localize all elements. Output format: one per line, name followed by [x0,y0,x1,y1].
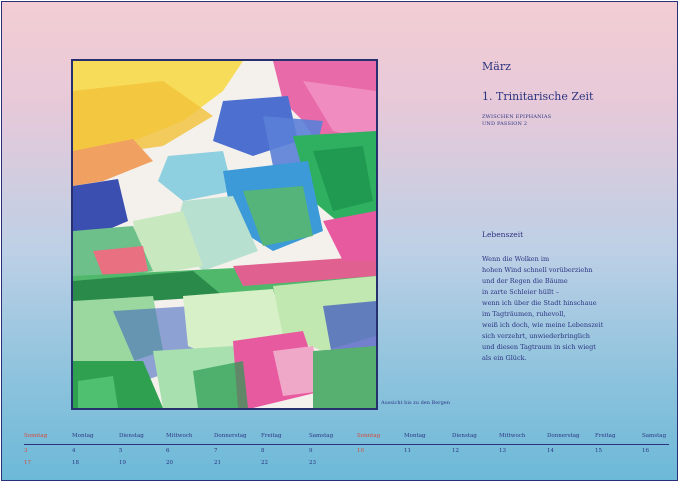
calendar-grid: Sonntag Montag Dienstag Mittwoch Donners… [24,433,669,473]
day-number: 14 [547,448,554,454]
weekday-label: Mittwoch [166,433,193,439]
poem-line: weiß ich doch, wie meine Lebenszeit [482,321,604,329]
season-subtitle: ZWISCHEN EPIPHANIAS UND PASSION 2 [482,114,551,128]
season-title: 1. Trinitarische Zeit [482,90,594,103]
day-number: 4 [72,448,76,454]
day-number: 22 [261,460,268,466]
weekday-label: Donnerstag [214,433,247,439]
weekday-label: Samstag [309,433,334,439]
weekday-label: Donnerstag [547,433,580,439]
poem-text: Wenn die Wolken im hohen Wind schnell vo… [482,254,662,364]
artwork-painting [71,59,378,410]
day-number: 15 [595,448,602,454]
day-number: 9 [309,448,313,454]
day-number: 23 [309,460,316,466]
weekday-label: Sonntag [357,433,381,439]
poem-line: hohen Wind schnell vorüberziehn [482,266,593,274]
day-number: 19 [119,460,126,466]
poem-line: sich verzehrt, unwiederbringlich [482,332,590,340]
subtitle-line-1: ZWISCHEN EPIPHANIAS [482,114,552,120]
poem-line: Wenn die Wolken im [482,255,550,263]
day-number: 12 [452,448,459,454]
day-number: 18 [72,460,79,466]
day-number: 11 [404,448,411,454]
day-number: 5 [119,448,123,454]
poem-line: und diesen Tagtraum in sich wiegt [482,343,596,351]
day-number: 17 [24,460,31,466]
weekday-label: Montag [72,433,94,439]
day-number: 13 [499,448,506,454]
month-title: März [482,60,511,73]
weekday-label: Dienstag [119,433,144,439]
watercolor-image [73,61,376,408]
poem-line: wenn ich über die Stadt hinschaue [482,299,597,307]
day-number: 10 [357,448,364,454]
subtitle-line-2: UND PASSION 2 [482,121,528,127]
poem-line: als ein Glück. [482,354,527,362]
artwork-caption: Aussicht bis zu den Bergen [381,400,450,406]
day-number: 7 [214,448,218,454]
weekday-label: Freitag [261,433,282,439]
weekday-label: Samstag [642,433,667,439]
poem-line: im Tagträumen, ruhevoll, [482,310,566,318]
weekday-label: Freitag [595,433,616,439]
day-number: 3 [24,448,28,454]
day-number: 6 [166,448,170,454]
weekday-label: Mittwoch [499,433,526,439]
poem-title: Lebenszeit [482,230,524,239]
day-number: 8 [261,448,265,454]
day-number: 16 [642,448,649,454]
weekday-label: Montag [404,433,426,439]
weekday-label: Dienstag [452,433,477,439]
day-number: 20 [166,460,173,466]
weekday-label: Sonntag [24,433,48,439]
poem-line: in zarte Schleier hüllt – [482,288,560,296]
calendar-divider [24,444,669,445]
day-number: 21 [214,460,221,466]
poem-line: und der Regen die Bäume [482,277,568,285]
